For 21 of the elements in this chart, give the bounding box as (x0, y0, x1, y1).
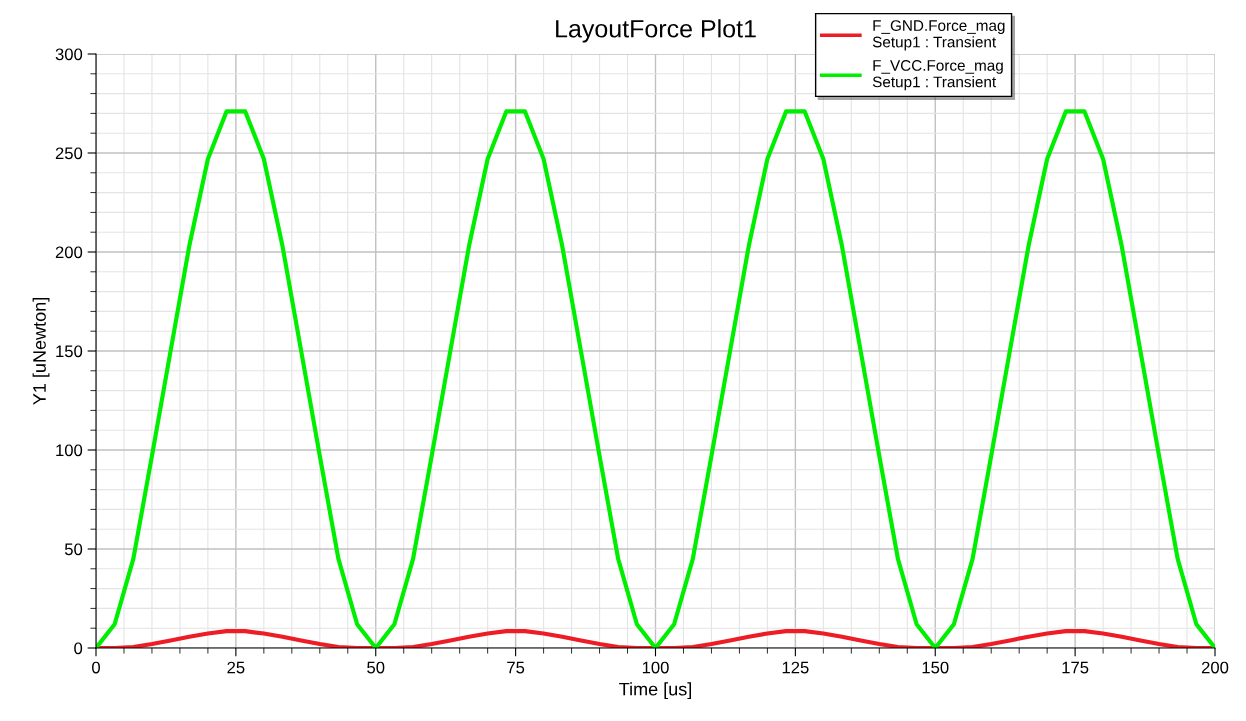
chart-title: LayoutForce Plot1 (556, 19, 756, 43)
y-tick-label: 0 (74, 642, 83, 655)
y-tick-label: 100 (56, 444, 83, 457)
x-tick-label: 175 (1062, 661, 1089, 674)
x-axis-title: Time [us] (619, 682, 691, 700)
legend-label: F_GND.Force_mag Setup1 : Transient (872, 20, 1005, 51)
x-tick-label: 0 (92, 661, 100, 674)
x-tick-label: 100 (642, 661, 669, 674)
x-tick-label: 200 (1201, 661, 1229, 674)
x-tick-label: 25 (227, 661, 245, 674)
legend-label: F_VCC.Force_mag Setup1 : Transient (872, 60, 1003, 91)
y-tick-label: 150 (56, 345, 83, 358)
y-tick-label: 50 (64, 543, 83, 556)
y-axis-title: Y1 [uNewton] (32, 298, 50, 405)
y-tick-label: 250 (55, 147, 83, 160)
x-tick-label: 50 (367, 661, 385, 674)
y-tick-label: 300 (55, 48, 83, 61)
x-tick-label: 150 (922, 661, 949, 674)
y-tick-label: 200 (55, 246, 83, 259)
x-tick-label: 125 (782, 661, 809, 674)
x-tick-label: 75 (507, 661, 525, 674)
